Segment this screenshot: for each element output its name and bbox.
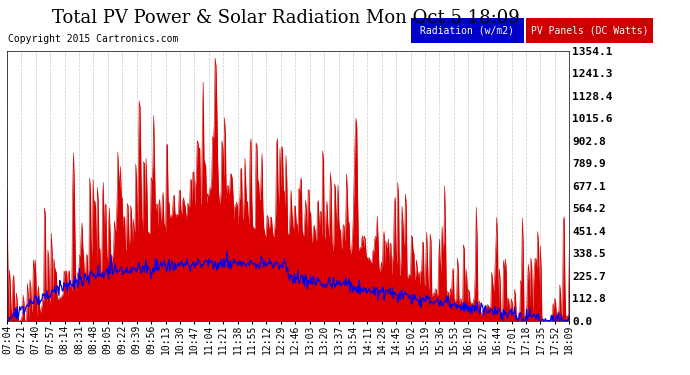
Text: Total PV Power & Solar Radiation Mon Oct 5 18:09: Total PV Power & Solar Radiation Mon Oct… bbox=[52, 9, 520, 27]
Text: Copyright 2015 Cartronics.com: Copyright 2015 Cartronics.com bbox=[8, 34, 179, 44]
Text: PV Panels (DC Watts): PV Panels (DC Watts) bbox=[531, 26, 649, 35]
Text: Radiation (w/m2): Radiation (w/m2) bbox=[420, 26, 515, 35]
